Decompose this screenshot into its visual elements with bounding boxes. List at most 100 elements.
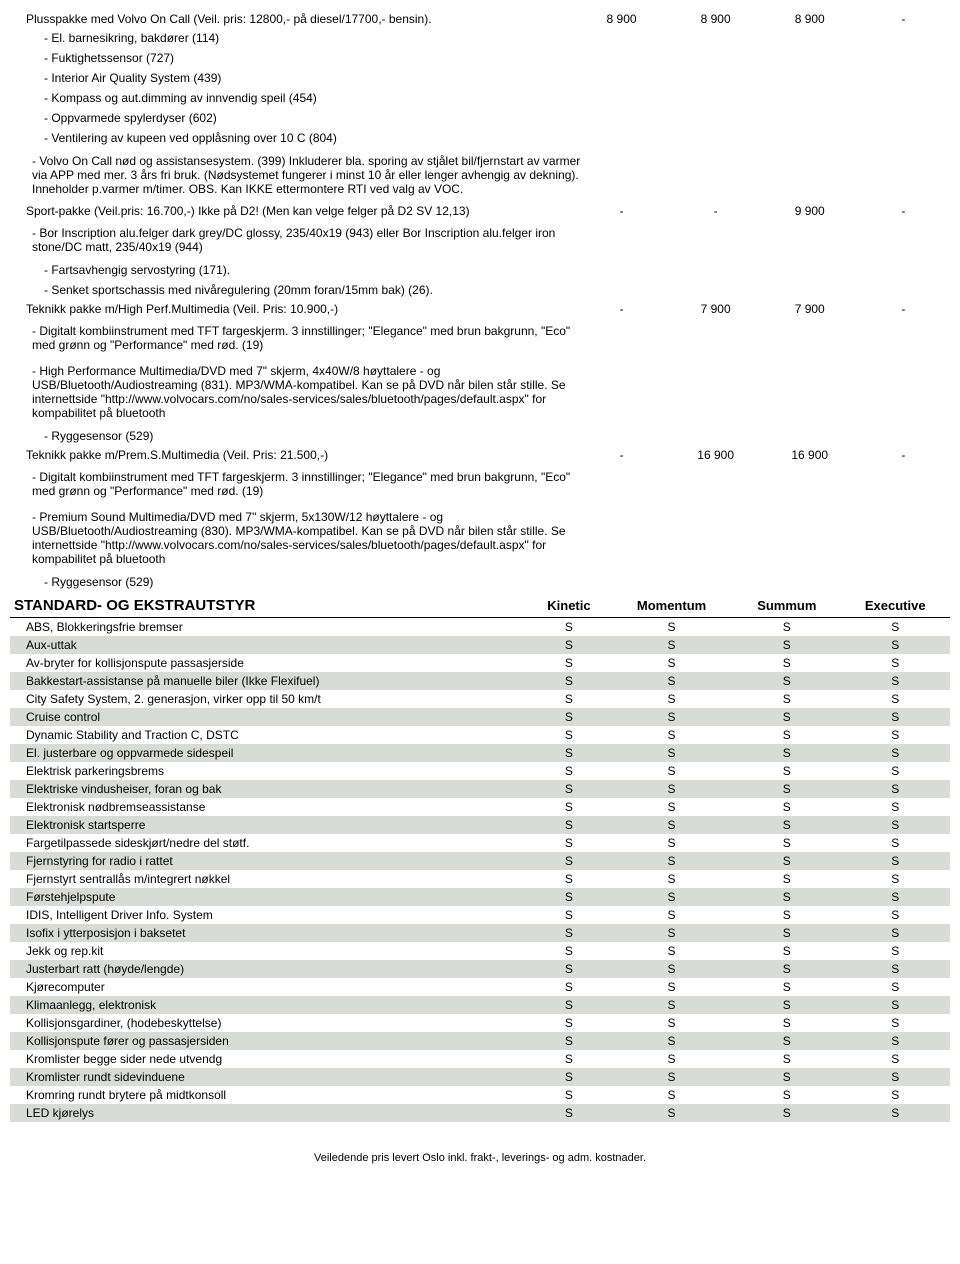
- equipment-value: S: [733, 780, 840, 798]
- equipment-value: S: [528, 636, 610, 654]
- equipment-value: S: [528, 1104, 610, 1122]
- equipment-value: S: [840, 816, 950, 834]
- equipment-row: LED kjørelysSSSS: [10, 1104, 950, 1122]
- equipment-value: S: [528, 996, 610, 1014]
- equipment-value: S: [840, 924, 950, 942]
- option-price: 16 900: [763, 446, 857, 464]
- equipment-value: S: [840, 942, 950, 960]
- option-description: - Digitalt kombiinstrument med TFT farge…: [14, 466, 592, 502]
- equipment-value: S: [840, 762, 950, 780]
- option-sub-item: - El. barnesikring, bakdører (114): [14, 31, 946, 45]
- equipment-label: Kollisjonspute fører og passasjersiden: [10, 1032, 528, 1050]
- equipment-value: S: [610, 906, 733, 924]
- option-price: 8 900: [575, 10, 669, 28]
- equipment-value: S: [610, 834, 733, 852]
- option-label: Sport-pakke (Veil.pris: 16.700,-) Ikke p…: [10, 202, 575, 220]
- equipment-value: S: [528, 816, 610, 834]
- option-price-row: Teknikk pakke m/High Perf.Multimedia (Ve…: [10, 300, 950, 318]
- equipment-row: ABS, Blokkeringsfrie bremserSSSS: [10, 618, 950, 637]
- equipment-value: S: [733, 1050, 840, 1068]
- equipment-value: S: [528, 708, 610, 726]
- equipment-value: S: [840, 960, 950, 978]
- equipment-value: S: [528, 888, 610, 906]
- equipment-value: S: [610, 1032, 733, 1050]
- equipment-value: S: [610, 1050, 733, 1068]
- equipment-value: S: [610, 636, 733, 654]
- equipment-row: El. justerbare og oppvarmede sidespeilSS…: [10, 744, 950, 762]
- equipment-value: S: [610, 1086, 733, 1104]
- equipment-value: S: [733, 726, 840, 744]
- option-label: Plusspakke med Volvo On Call (Veil. pris…: [10, 10, 575, 28]
- equipment-value: S: [840, 1104, 950, 1122]
- equipment-value: S: [840, 1068, 950, 1086]
- equipment-value: S: [610, 798, 733, 816]
- equipment-value: S: [610, 852, 733, 870]
- equipment-row: Kromlister rundt sidevindueneSSSS: [10, 1068, 950, 1086]
- equipment-label: Dynamic Stability and Traction C, DSTC: [10, 726, 528, 744]
- equipment-row: Kromring rundt brytere på midtkonsollSSS…: [10, 1086, 950, 1104]
- equipment-value: S: [528, 798, 610, 816]
- option-price: 8 900: [669, 10, 763, 28]
- equipment-value: S: [733, 996, 840, 1014]
- equipment-value: S: [610, 924, 733, 942]
- equipment-label: Elektrisk parkeringsbrems: [10, 762, 528, 780]
- equipment-value: S: [528, 744, 610, 762]
- equipment-value: S: [610, 816, 733, 834]
- option-label: Teknikk pakke m/Prem.S.Multimedia (Veil.…: [10, 446, 575, 464]
- equipment-row: Elektronisk nødbremseassistanseSSSS: [10, 798, 950, 816]
- option-sub-item: - Ryggesensor (529): [14, 429, 946, 443]
- equipment-row: Fjernstyring for radio i rattetSSSS: [10, 852, 950, 870]
- equipment-value: S: [733, 978, 840, 996]
- equipment-label: Kollisjonsgardiner, (hodebeskyttelse): [10, 1014, 528, 1032]
- equipment-value: S: [733, 942, 840, 960]
- equipment-row: KjørecomputerSSSS: [10, 978, 950, 996]
- equipment-value: S: [528, 672, 610, 690]
- equipment-value: S: [528, 978, 610, 996]
- option-description: - Premium Sound Multimedia/DVD med 7" sk…: [14, 506, 592, 570]
- equipment-row: Elektrisk parkeringsbremsSSSS: [10, 762, 950, 780]
- equipment-value: S: [733, 1104, 840, 1122]
- equipment-row: Klimaanlegg, elektroniskSSSS: [10, 996, 950, 1014]
- equipment-row: City Safety System, 2. generasjon, virke…: [10, 690, 950, 708]
- equipment-value: S: [610, 780, 733, 798]
- equipment-row: IDIS, Intelligent Driver Info. SystemSSS…: [10, 906, 950, 924]
- equipment-value: S: [733, 798, 840, 816]
- equipment-value: S: [733, 852, 840, 870]
- equipment-value: S: [528, 1014, 610, 1032]
- equipment-label: Jekk og rep.kit: [10, 942, 528, 960]
- equipment-value: S: [528, 780, 610, 798]
- column-header: Summum: [733, 594, 840, 618]
- equipment-value: S: [733, 870, 840, 888]
- equipment-value: S: [610, 744, 733, 762]
- section-title: STANDARD- OG EKSTRAUTSTYR: [10, 594, 528, 618]
- equipment-label: Av-bryter for kollisjonspute passasjersi…: [10, 654, 528, 672]
- equipment-value: S: [840, 636, 950, 654]
- equipment-row: Dynamic Stability and Traction C, DSTCSS…: [10, 726, 950, 744]
- equipment-row: Cruise controlSSSS: [10, 708, 950, 726]
- equipment-value: S: [733, 690, 840, 708]
- equipment-value: S: [610, 1014, 733, 1032]
- option-sub-item: - Senket sportschassis med nivåregulerin…: [14, 283, 946, 297]
- equipment-label: Fargetilpassede sideskjørt/nedre del stø…: [10, 834, 528, 852]
- option-price-row: Teknikk pakke m/Prem.S.Multimedia (Veil.…: [10, 446, 950, 464]
- equipment-value: S: [733, 618, 840, 637]
- equipment-label: Kromring rundt brytere på midtkonsoll: [10, 1086, 528, 1104]
- option-price: 8 900: [763, 10, 857, 28]
- option-description: - Volvo On Call nød og assistansesystem.…: [14, 150, 592, 200]
- equipment-value: S: [840, 780, 950, 798]
- equipment-value: S: [610, 960, 733, 978]
- equipment-value: S: [610, 978, 733, 996]
- equipment-value: S: [528, 942, 610, 960]
- equipment-value: S: [610, 1104, 733, 1122]
- equipment-value: S: [528, 960, 610, 978]
- equipment-label: Bakkestart-assistanse på manuelle biler …: [10, 672, 528, 690]
- equipment-value: S: [528, 1086, 610, 1104]
- equipment-value: S: [528, 870, 610, 888]
- column-header: Kinetic: [528, 594, 610, 618]
- equipment-value: S: [840, 708, 950, 726]
- equipment-value: S: [840, 1050, 950, 1068]
- equipment-value: S: [733, 816, 840, 834]
- equipment-value: S: [733, 636, 840, 654]
- equipment-value: S: [840, 744, 950, 762]
- equipment-value: S: [528, 1050, 610, 1068]
